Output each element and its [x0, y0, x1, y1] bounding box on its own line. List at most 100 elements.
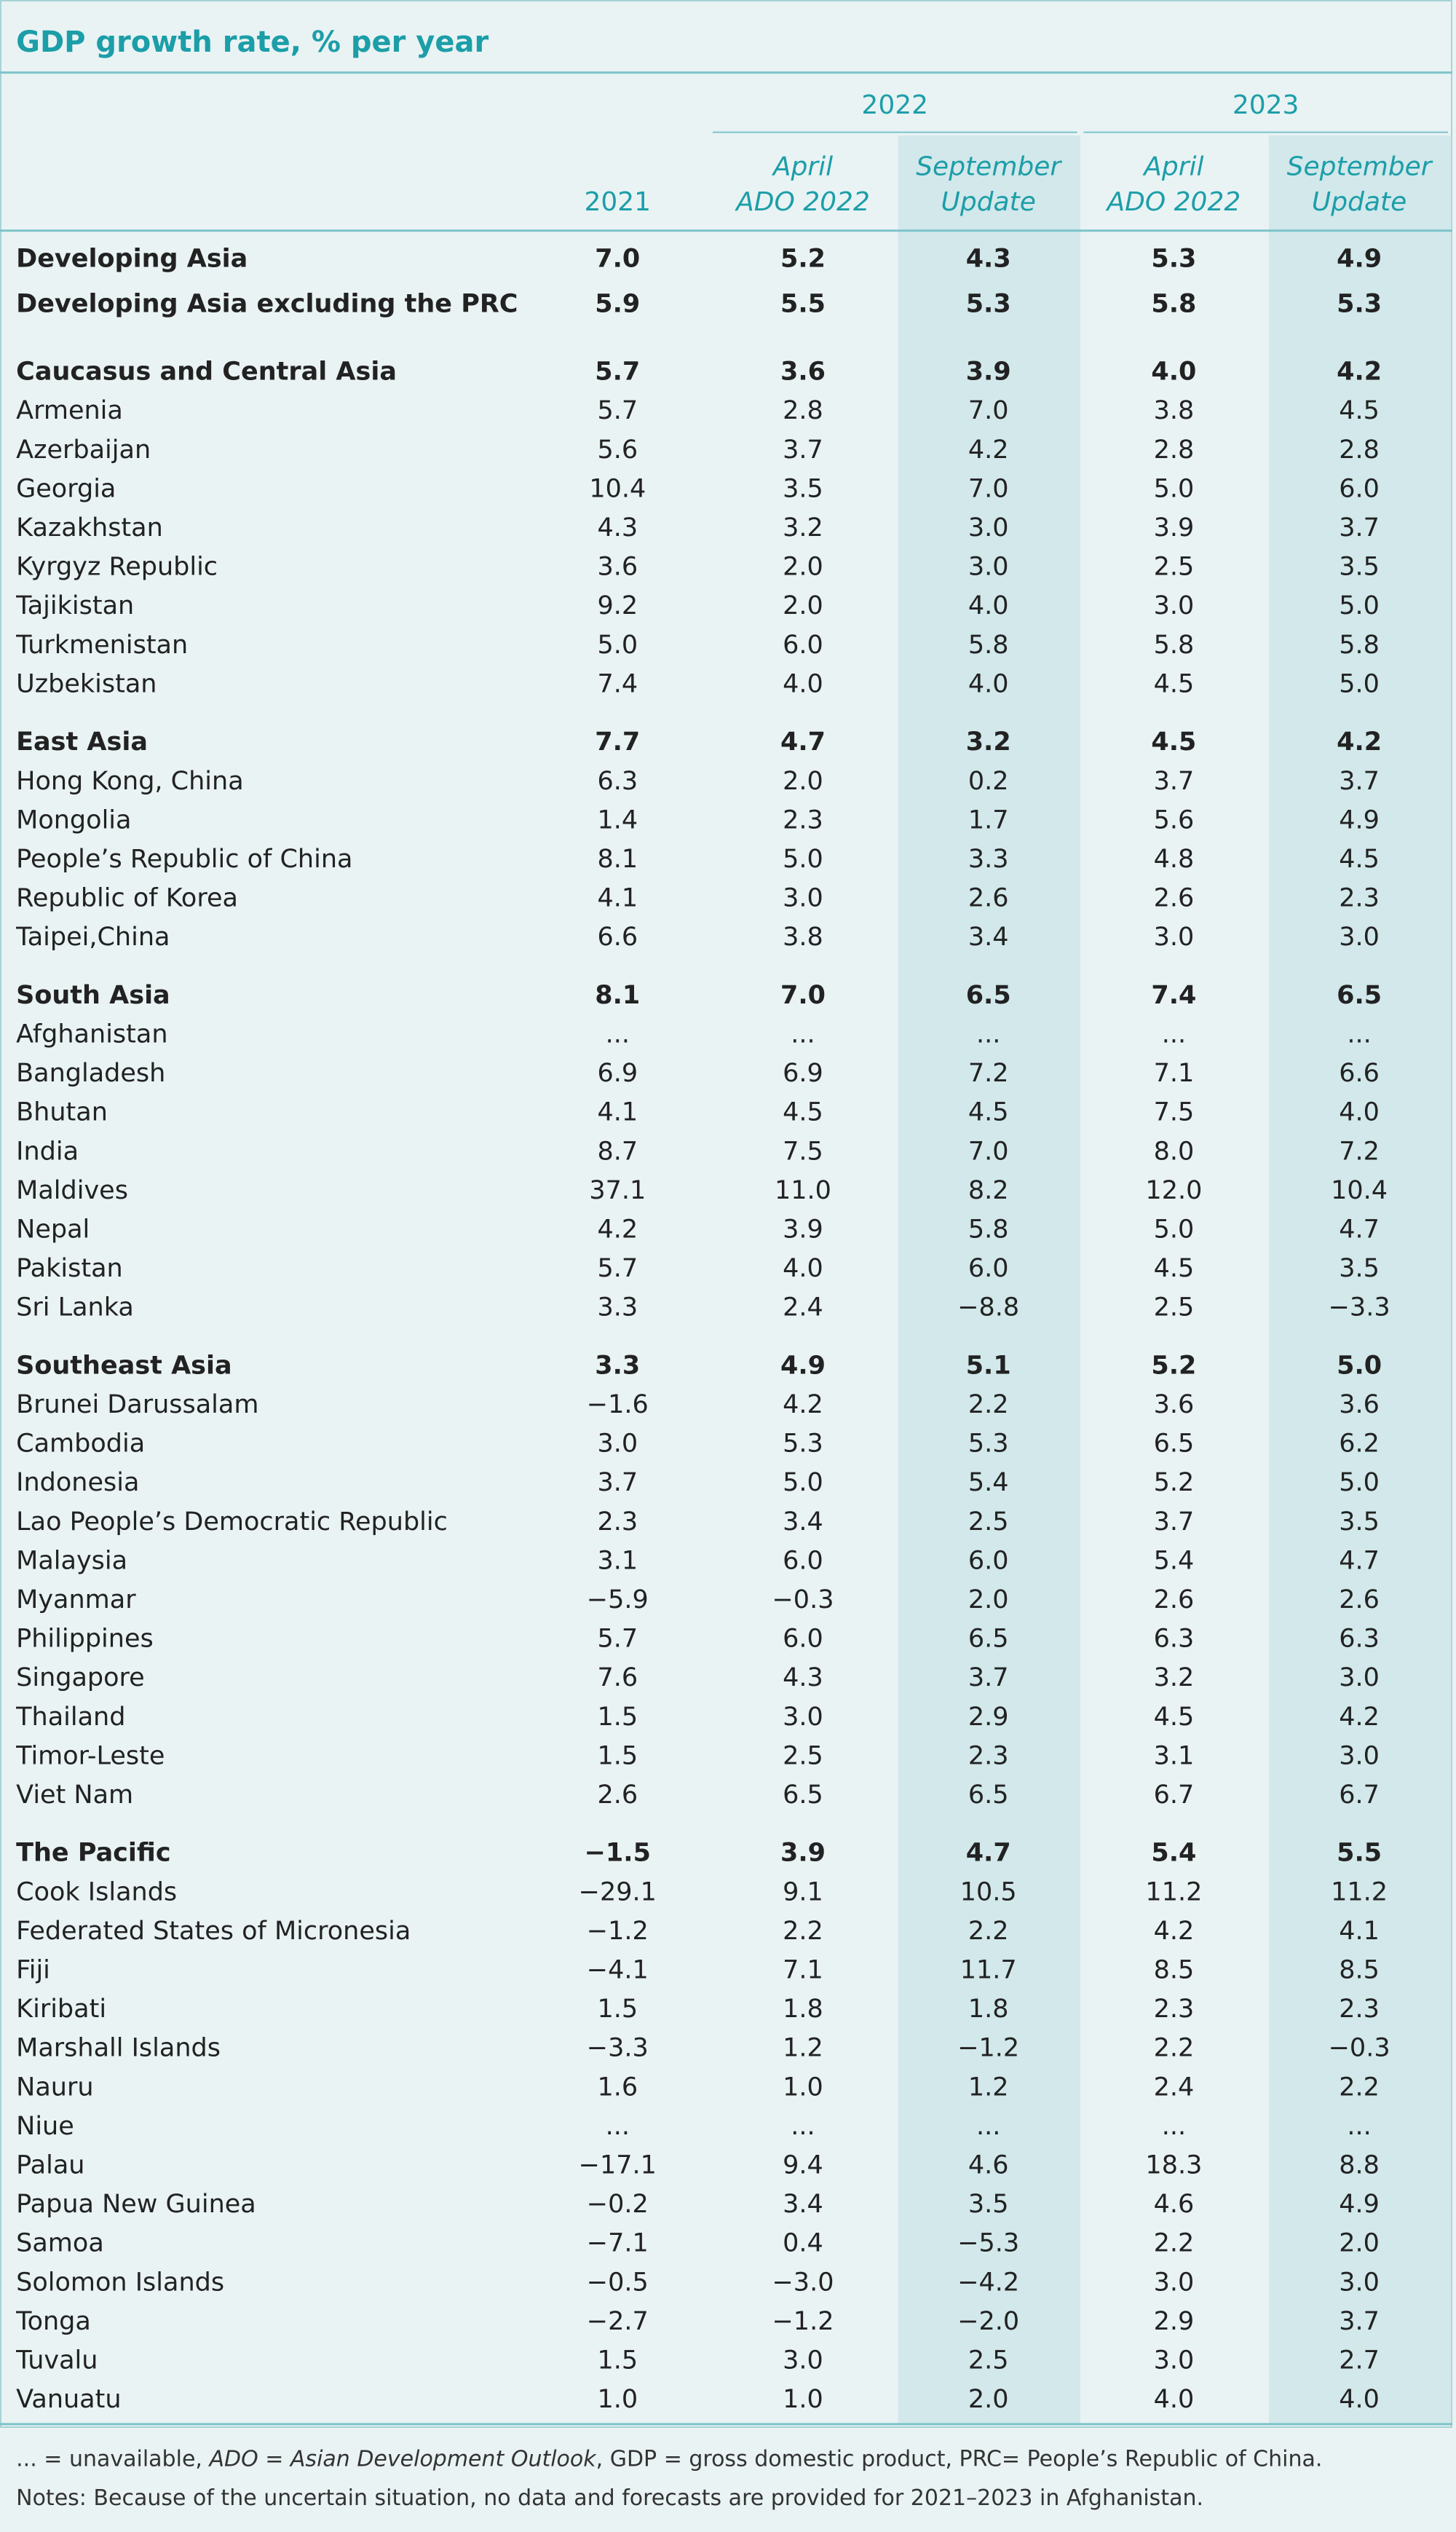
cell-value: 4.6	[1154, 2190, 1195, 2219]
cell-value: 0.4	[783, 2229, 823, 2258]
cell-value: 5.2	[1154, 1468, 1195, 1497]
cell-value: 4.3	[783, 1663, 823, 1692]
aggregate-label: Caucasus and Central Asia	[16, 358, 397, 387]
column-header: 2021	[584, 187, 651, 217]
cell-value: 3.0	[1154, 2346, 1195, 2375]
cell-value: ...	[791, 1019, 815, 1049]
cell-value: 1.8	[783, 1995, 823, 2024]
table-border	[0, 0, 1452, 2428]
cell-value: 8.8	[1339, 2151, 1380, 2180]
cell-value: 7.0	[595, 245, 640, 274]
cell-value: 6.0	[783, 1625, 823, 1654]
cell-value: 5.3	[1151, 245, 1196, 274]
cell-value: 1.5	[597, 1703, 638, 1732]
cell-value: 3.7	[968, 1663, 1009, 1692]
cell-value: 3.6	[1154, 1390, 1195, 1419]
cell-value: 3.4	[783, 2190, 823, 2219]
economy-label: Afghanistan	[16, 1019, 167, 1049]
cell-value: 3.7	[783, 435, 823, 465]
cell-value: −0.3	[772, 1585, 834, 1614]
cell-value: 5.8	[1154, 631, 1195, 660]
cell-value: −2.0	[957, 2307, 1019, 2336]
cell-value: 6.3	[1339, 1625, 1380, 1654]
economy-label: Kyrgyz Republic	[16, 553, 218, 582]
cell-value: 2.6	[1154, 884, 1195, 913]
cell-value: 3.0	[1154, 591, 1195, 620]
year-header: 2022	[861, 90, 928, 120]
cell-value: 2.0	[783, 591, 823, 620]
economy-label: Sri Lanka	[16, 1293, 134, 1322]
column-header: ADO 2022	[735, 187, 870, 217]
cell-value: 8.0	[1154, 1137, 1195, 1166]
economy-label: Brunei Darussalam	[16, 1390, 258, 1419]
economy-label: Viet Nam	[16, 1780, 133, 1810]
cell-value: 1.4	[597, 805, 638, 835]
cell-value: 3.2	[1154, 1663, 1195, 1692]
cell-value: 1.0	[783, 2072, 823, 2102]
economy-label: Uzbekistan	[16, 669, 157, 698]
cell-value: −1.5	[585, 1839, 651, 1868]
cell-value: 3.8	[1154, 396, 1195, 425]
cell-value: 2.8	[783, 396, 823, 425]
cell-value: 5.0	[1339, 591, 1380, 620]
cell-value: 4.3	[597, 513, 638, 543]
economy-label: Bangladesh	[16, 1059, 165, 1088]
cell-value: 2.6	[1154, 1585, 1195, 1614]
column-shade	[1269, 135, 1452, 2424]
cell-value: 3.0	[1339, 1663, 1380, 1692]
cell-value: 1.2	[783, 2034, 823, 2063]
footnote: ... = unavailable, ADO = Asian Developme…	[16, 2446, 1322, 2472]
cell-value: 4.7	[1339, 1546, 1380, 1575]
cell-value: ...	[1347, 1019, 1371, 1049]
cell-value: 6.7	[1154, 1780, 1195, 1810]
cell-value: 4.0	[1339, 1098, 1380, 1127]
cell-value: 5.0	[1154, 1215, 1195, 1244]
economy-label: Lao People’s Democratic Republic	[16, 1507, 448, 1537]
economy-label: Bhutan	[16, 1098, 108, 1127]
economy-label: Solomon Islands	[16, 2268, 224, 2297]
cell-value: −0.2	[587, 2190, 649, 2219]
cell-value: 1.0	[783, 2385, 823, 2414]
cell-value: 3.5	[968, 2190, 1009, 2219]
cell-value: 3.0	[1154, 2268, 1195, 2297]
cell-value: 2.0	[1339, 2229, 1380, 2258]
cell-value: 2.5	[968, 1507, 1009, 1537]
cell-value: 37.1	[589, 1176, 646, 1205]
cell-value: 11.2	[1331, 1877, 1388, 1906]
economy-label: Georgia	[16, 474, 116, 503]
cell-value: 7.7	[595, 727, 640, 757]
economy-label: Cook Islands	[16, 1877, 177, 1906]
cell-value: 5.3	[966, 290, 1011, 319]
cell-value: 5.3	[968, 1429, 1009, 1459]
cell-value: 9.2	[597, 591, 638, 620]
aggregate-label: South Asia	[16, 981, 170, 1010]
cell-value: 7.1	[1154, 1059, 1195, 1088]
cell-value: 4.5	[968, 1098, 1009, 1127]
cell-value: 2.5	[1154, 553, 1195, 582]
cell-value: 2.3	[783, 805, 823, 835]
cell-value: 4.1	[1339, 1917, 1380, 1946]
column-header: April	[1142, 151, 1203, 181]
cell-value: −5.3	[957, 2229, 1019, 2258]
cell-value: 5.7	[597, 1625, 638, 1654]
economy-label: Papua New Guinea	[16, 2190, 256, 2219]
cell-value: 4.0	[783, 669, 823, 698]
cell-value: 4.7	[966, 1839, 1011, 1868]
cell-value: 2.6	[1339, 1585, 1380, 1614]
cell-value: 3.3	[597, 1293, 638, 1322]
cell-value: 3.7	[1339, 513, 1380, 543]
cell-value: 6.9	[597, 1059, 638, 1088]
cell-value: −1.6	[587, 1390, 649, 1419]
cell-value: 2.9	[968, 1703, 1009, 1732]
cell-value: 6.3	[1154, 1625, 1195, 1654]
cell-value: 3.4	[783, 1507, 823, 1537]
economy-label: India	[16, 1137, 79, 1166]
cell-value: 3.1	[1154, 1741, 1195, 1770]
cell-value: 3.7	[1339, 2307, 1380, 2336]
economy-label: Azerbaijan	[16, 435, 151, 465]
cell-value: 2.2	[783, 1917, 823, 1946]
aggregate-label: Southeast Asia	[16, 1351, 232, 1380]
cell-value: 3.7	[1154, 1507, 1195, 1537]
cell-value: 6.5	[783, 1780, 823, 1810]
